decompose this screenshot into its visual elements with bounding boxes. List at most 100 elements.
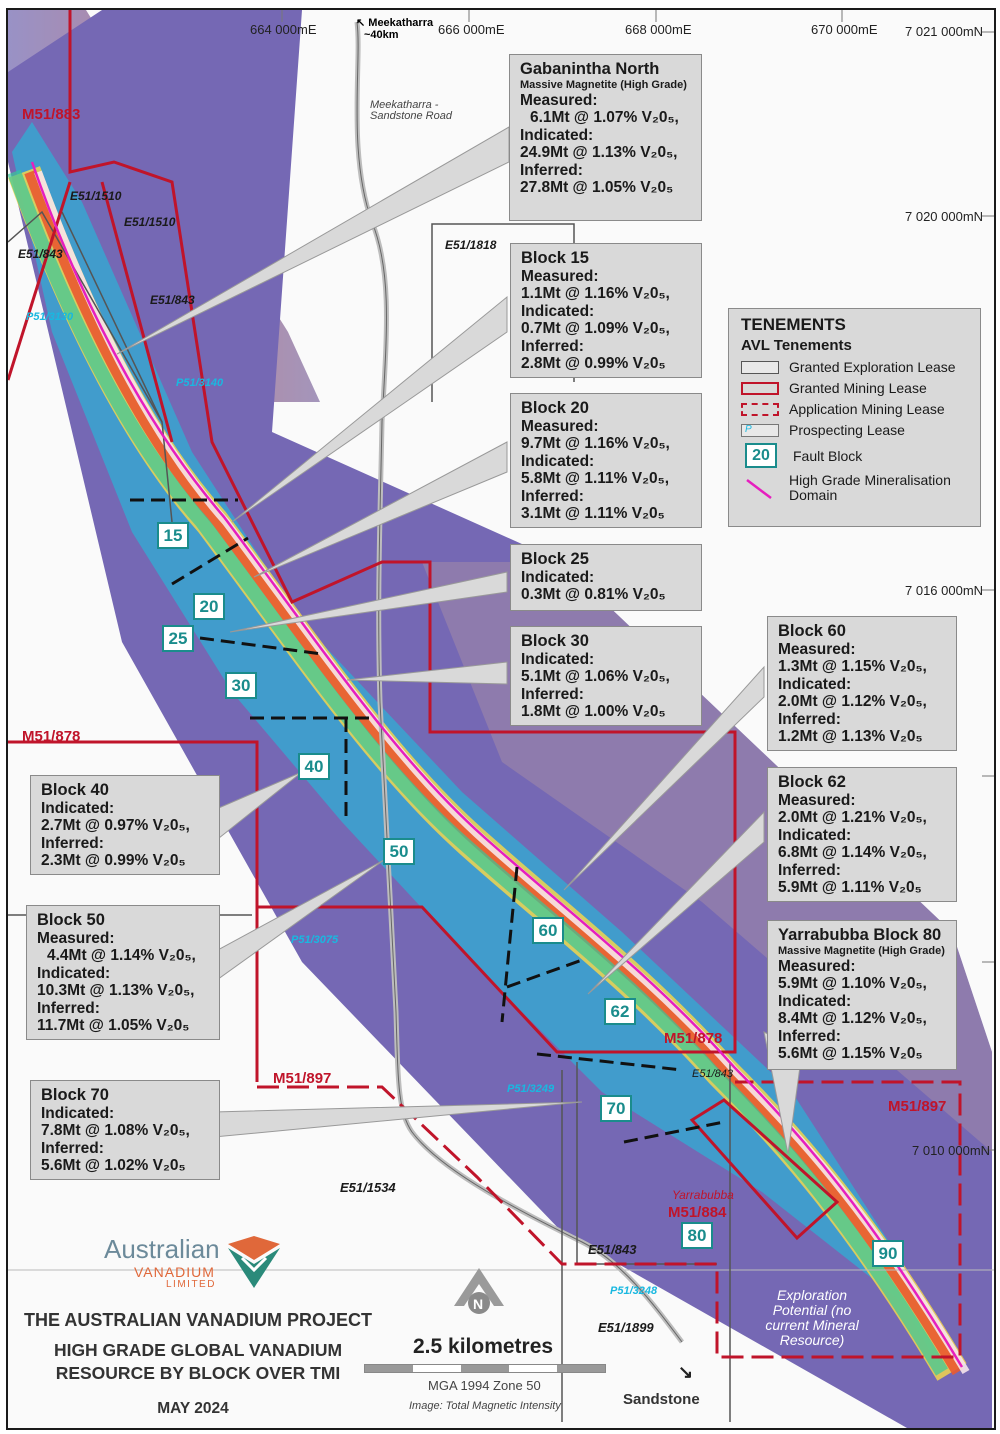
fault-block-40: 40 bbox=[298, 753, 330, 780]
company-logo: Australian VANADIUM LIMITED bbox=[100, 1228, 290, 1290]
resource-title: Block 20 bbox=[521, 399, 589, 417]
legend: TENEMENTS AVL Tenements Granted Explorat… bbox=[728, 308, 981, 527]
tenement-m51-878: M51/878 bbox=[22, 728, 81, 745]
application-mining-leases bbox=[255, 907, 962, 1359]
resource-label: Measured: bbox=[521, 417, 599, 435]
tenement-e51-843-c: E51/843 bbox=[692, 1068, 733, 1080]
fault-block-50: 50 bbox=[383, 838, 415, 865]
resource-value: 5.9Mt @ 1.11% V₂0₅ bbox=[778, 879, 922, 896]
exploration-swatch-icon bbox=[741, 360, 779, 374]
resource-value: 8.4Mt @ 1.12% V₂0₅, bbox=[778, 1010, 927, 1027]
tenement-p51-3248: P51/3248 bbox=[610, 1285, 658, 1297]
resource-subtitle: Massive Magnetite (High Grade) bbox=[520, 78, 687, 91]
resource-label: Indicated: bbox=[778, 992, 852, 1010]
mining-swatch-icon bbox=[741, 381, 779, 395]
tenement-m51-883: M51/883 bbox=[22, 106, 81, 123]
logo-australian: Australian bbox=[104, 1234, 220, 1264]
resource-value: 5.9Mt @ 1.10% V₂0₅, bbox=[778, 975, 927, 992]
resource-label: Indicated: bbox=[521, 452, 595, 470]
resource-label: Inferred: bbox=[41, 1139, 104, 1157]
resource-value: 1.3Mt @ 1.15% V₂0₅, bbox=[778, 658, 927, 675]
resource-value: 3.1Mt @ 1.11% V₂0₅ bbox=[521, 505, 665, 522]
resource-title: Block 40 bbox=[41, 781, 109, 799]
resource-value: 6.8Mt @ 1.14% V₂0₅, bbox=[778, 844, 927, 861]
resource-value: 24.9Mt @ 1.13% V₂0₅, bbox=[520, 144, 678, 161]
tenement-e51-843-b: E51/843 bbox=[150, 293, 195, 307]
resource-box-block-60: Block 60 Measured: 1.3Mt @ 1.15% V₂0₅, I… bbox=[767, 616, 957, 751]
tenement-m51-897-b: M51/897 bbox=[888, 1098, 947, 1115]
easting-664000: 664 000mE bbox=[250, 22, 317, 37]
fault-block-25: 25 bbox=[162, 625, 194, 652]
logo-vanadium: VANADIUM bbox=[134, 1264, 215, 1280]
tenement-m51-897: M51/897 bbox=[273, 1070, 332, 1087]
resource-value: 2.7Mt @ 0.97% V₂0₅, bbox=[41, 817, 190, 834]
easting-666000: 666 000mE bbox=[438, 22, 505, 37]
prospecting-swatch-icon: P bbox=[741, 423, 779, 437]
fault-block-swatch-icon: 20 bbox=[745, 443, 777, 468]
tenement-e51-1818: E51/1818 bbox=[445, 238, 497, 252]
resource-label: Indicated: bbox=[521, 650, 595, 668]
resource-title: Block 30 bbox=[521, 632, 589, 650]
tenement-e51-1899: E51/1899 bbox=[598, 1320, 654, 1335]
resource-box-gabanintha-north: Gabanintha North Massive Magnetite (High… bbox=[509, 54, 702, 221]
resource-value: 0.7Mt @ 1.09% V₂0₅, bbox=[521, 320, 670, 337]
resource-label: Inferred: bbox=[521, 685, 584, 703]
resource-value: 0.3Mt @ 0.81% V₂0₅ bbox=[521, 586, 666, 603]
legend-item-domain: High Grade Mineralisation Domain bbox=[741, 473, 968, 503]
resource-value: 5.6Mt @ 1.15% V₂0₅ bbox=[778, 1045, 923, 1062]
resource-label: Inferred: bbox=[521, 487, 584, 505]
map-grid bbox=[8, 10, 994, 1271]
domain-swatch-icon bbox=[746, 479, 772, 499]
resource-box-block-62: Block 62 Measured: 2.0Mt @ 1.21% V₂0₅, I… bbox=[767, 767, 957, 902]
resource-label: Indicated: bbox=[41, 1104, 115, 1122]
legend-item-application: Application Mining Lease bbox=[741, 401, 968, 417]
road-label: Meekatharra - Sandstone Road bbox=[370, 99, 452, 122]
resource-value: 6.1Mt @ 1.07% V₂0₅, bbox=[530, 109, 679, 126]
map-title-line2: RESOURCE BY BLOCK OVER TMI bbox=[55, 1363, 341, 1383]
resource-box-block-40: Block 40 Indicated: 2.7Mt @ 0.97% V₂0₅, … bbox=[30, 775, 220, 875]
fault-block-60: 60 bbox=[532, 917, 564, 944]
resource-box-yarrabubba-block-80: Yarrabubba Block 80 Massive Magnetite (H… bbox=[767, 920, 957, 1070]
legend-label: Application Mining Lease bbox=[789, 401, 945, 417]
resource-label: Indicated: bbox=[778, 826, 852, 844]
meekatharra-arrow-icon: ↖ bbox=[356, 17, 366, 29]
resource-title: Block 60 bbox=[778, 622, 846, 640]
tenement-p51-3130: P51/3130 bbox=[26, 311, 74, 323]
tenement-e51-1510: E51/1510 bbox=[70, 189, 122, 203]
resource-label: Indicated: bbox=[37, 964, 111, 982]
legend-label: Granted Exploration Lease bbox=[789, 359, 956, 375]
fault-block-20: 20 bbox=[193, 593, 225, 620]
resource-label: Indicated: bbox=[41, 799, 115, 817]
resource-value: 9.7Mt @ 1.16% V₂0₅, bbox=[521, 435, 670, 452]
tmi-peak-band bbox=[24, 169, 964, 1376]
resource-value: 5.1Mt @ 1.06% V₂0₅, bbox=[521, 668, 670, 685]
resource-label: Inferred: bbox=[778, 1027, 841, 1045]
application-swatch-icon bbox=[741, 402, 779, 416]
resource-label: Indicated: bbox=[778, 675, 852, 693]
fault-block-62: 62 bbox=[604, 998, 636, 1025]
resource-value: 2.0Mt @ 1.21% V₂0₅, bbox=[778, 809, 927, 826]
fault-block-70: 70 bbox=[600, 1095, 632, 1122]
northing-7021000: 7 021 000mN bbox=[905, 24, 984, 39]
image-note: Image: Total Magnetic Intensity bbox=[409, 1400, 561, 1412]
northing-7016000: 7 016 000mN bbox=[905, 583, 984, 598]
datum-label: MGA 1994 Zone 50 bbox=[428, 1378, 541, 1393]
resource-value: 11.7Mt @ 1.05% V₂0₅ bbox=[37, 1017, 190, 1034]
legend-label: Granted Mining Lease bbox=[789, 380, 927, 396]
logo-limited: LIMITED bbox=[166, 1279, 216, 1290]
fault-lines bbox=[130, 498, 725, 1144]
title-block: THE AUSTRALIAN VANADIUM PROJECT HIGH GRA… bbox=[18, 1310, 378, 1418]
tenement-e51-843-d: E51/843 bbox=[588, 1242, 637, 1257]
easting-668000: 668 000mE bbox=[625, 22, 692, 37]
north-label: N bbox=[473, 1296, 484, 1312]
sandstone-arrow-icon: ↘ bbox=[678, 1362, 694, 1382]
resource-box-block-25: Block 25 Indicated: 0.3Mt @ 0.81% V₂0₅ bbox=[510, 544, 702, 611]
meekatharra-label: ↖ Meekatharra ~40km bbox=[356, 17, 434, 41]
resource-label: Inferred: bbox=[520, 161, 583, 179]
resource-label: Measured: bbox=[778, 957, 856, 975]
resource-box-block-20: Block 20 Measured: 9.7Mt @ 1.16% V₂0₅, I… bbox=[510, 393, 702, 528]
legend-title: TENEMENTS bbox=[741, 315, 846, 334]
legend-label: Fault Block bbox=[793, 447, 863, 464]
resource-title: Block 15 bbox=[521, 249, 589, 267]
resource-value: 1.1Mt @ 1.16% V₂0₅, bbox=[521, 285, 670, 302]
